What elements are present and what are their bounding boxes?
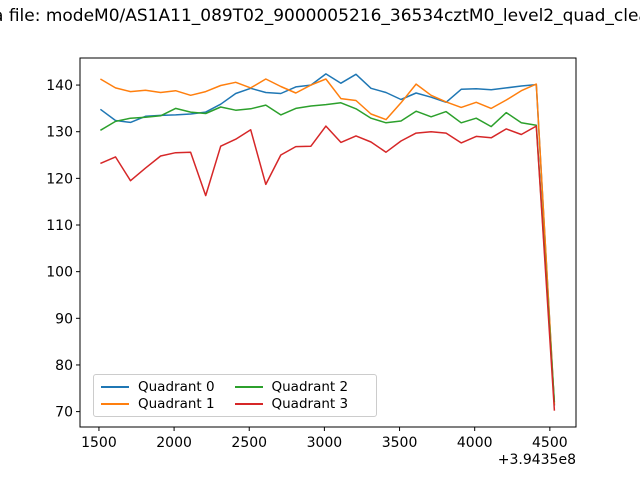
legend-line-swatch (101, 385, 129, 388)
y-tick-label: 110 (46, 218, 73, 234)
legend-item-quadrant-2: Quadrant 2 (234, 378, 369, 396)
legend-label: Quadrant 2 (271, 378, 349, 395)
x-tick-label: 3500 (382, 435, 418, 451)
x-axis-offset-label: +3.9435e8 (498, 452, 576, 468)
legend-label: Quadrant 0 (138, 378, 215, 395)
y-tick-label: 120 (46, 171, 73, 187)
y-tick-label: 130 (46, 125, 73, 141)
legend-item-quadrant-1: Quadrant 1 (101, 396, 235, 414)
legend-item-quadrant-0: Quadrant 0 (101, 378, 235, 396)
legend-label: Quadrant 3 (271, 396, 349, 413)
y-tick-label: 80 (55, 358, 73, 374)
axes-frame (79, 57, 577, 428)
y-tick-label: 90 (55, 311, 73, 327)
series-line-quadrant-3 (100, 125, 556, 411)
legend: Quadrant 0 Quadrant 1 Quadrant 2 Quadrant 3 (93, 374, 377, 417)
legend-item-quadrant-3: Quadrant 3 (234, 396, 369, 414)
y-tick-label: 140 (46, 78, 73, 94)
legend-line-swatch (234, 403, 263, 406)
legend-label: Quadrant 1 (138, 396, 215, 413)
legend-line-swatch (101, 403, 129, 406)
y-tick-label: 70 (55, 405, 73, 421)
series-line-quadrant-0 (99, 73, 556, 406)
x-tick-label: 4000 (457, 435, 493, 451)
y-tick-label: 100 (46, 265, 73, 281)
legend-line-swatch (234, 385, 263, 388)
x-tick-label: 2500 (231, 435, 267, 451)
x-tick-label: 4500 (532, 435, 568, 451)
series-line-quadrant-1 (100, 78, 556, 405)
x-tick-label: 2000 (156, 435, 192, 451)
x-tick-label: 3000 (307, 435, 343, 451)
figure-title: a file: modeM0/AS1A11_089T02_9000005216_… (0, 6, 640, 26)
series-line-quadrant-2 (100, 102, 556, 403)
x-tick-label: 1500 (81, 435, 117, 451)
